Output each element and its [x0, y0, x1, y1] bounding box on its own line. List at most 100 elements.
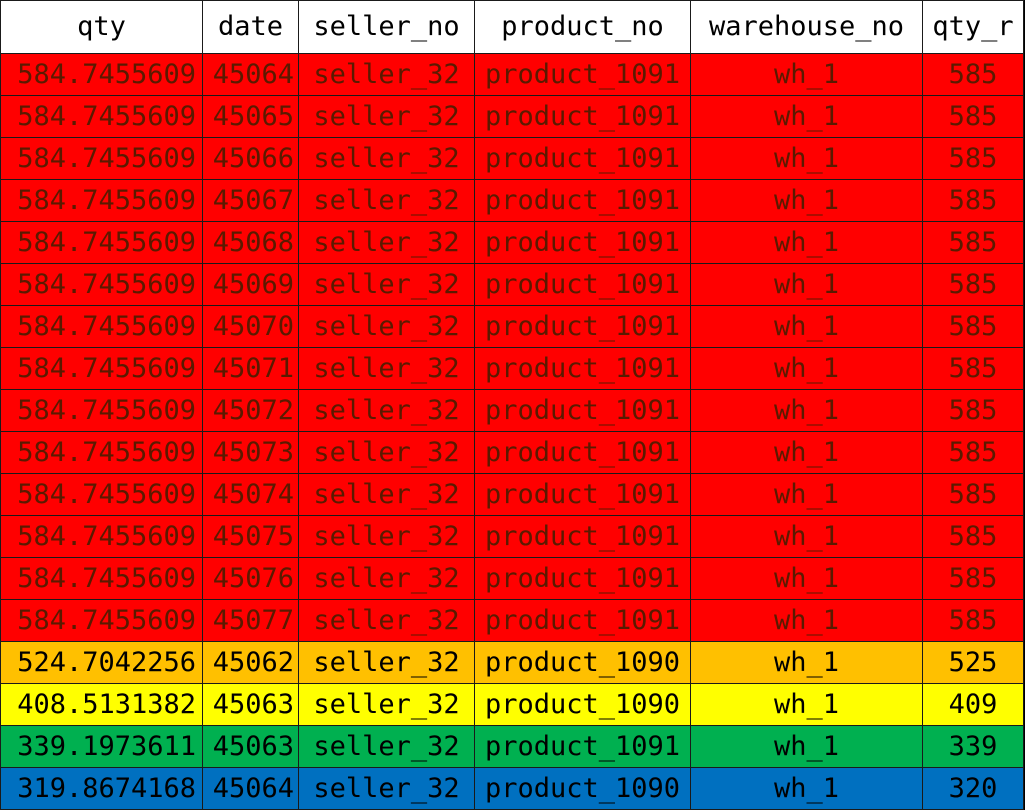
cell-seller-no[interactable]: seller_32	[298, 221, 475, 264]
cell-date[interactable]: 45077	[202, 599, 299, 642]
cell-seller-no[interactable]: seller_32	[298, 599, 475, 642]
cell-qty[interactable]: 584.7455609	[0, 599, 203, 642]
cell-qty[interactable]: 584.7455609	[0, 347, 203, 390]
cell-warehouse-no[interactable]: wh_1	[690, 221, 923, 264]
cell-warehouse-no[interactable]: wh_1	[690, 53, 923, 96]
cell-product-no[interactable]: product_1091	[474, 557, 691, 600]
cell-product-no[interactable]: product_1091	[474, 95, 691, 138]
cell-qty[interactable]: 339.1973611	[0, 725, 203, 768]
cell-qty[interactable]: 524.7042256	[0, 641, 203, 684]
cell-date[interactable]: 45065	[202, 95, 299, 138]
cell-warehouse-no[interactable]: wh_1	[690, 767, 923, 810]
cell-qty[interactable]: 584.7455609	[0, 557, 203, 600]
cell-qty-r[interactable]: 585	[922, 557, 1024, 600]
cell-date[interactable]: 45070	[202, 305, 299, 348]
cell-qty[interactable]: 584.7455609	[0, 305, 203, 348]
cell-date[interactable]: 45063	[202, 725, 299, 768]
cell-date[interactable]: 45064	[202, 767, 299, 810]
cell-qty-r[interactable]: 585	[922, 515, 1024, 558]
cell-qty-r[interactable]: 585	[922, 599, 1024, 642]
cell-seller-no[interactable]: seller_32	[298, 515, 475, 558]
cell-product-no[interactable]: product_1091	[474, 305, 691, 348]
cell-warehouse-no[interactable]: wh_1	[690, 179, 923, 222]
header-warehouse-no[interactable]: warehouse_no	[690, 0, 923, 54]
cell-warehouse-no[interactable]: wh_1	[690, 347, 923, 390]
cell-product-no[interactable]: product_1091	[474, 347, 691, 390]
cell-seller-no[interactable]: seller_32	[298, 389, 475, 432]
cell-qty[interactable]: 584.7455609	[0, 515, 203, 558]
cell-qty[interactable]: 584.7455609	[0, 431, 203, 474]
cell-product-no[interactable]: product_1091	[474, 137, 691, 180]
cell-qty-r[interactable]: 585	[922, 95, 1024, 138]
cell-warehouse-no[interactable]: wh_1	[690, 431, 923, 474]
cell-warehouse-no[interactable]: wh_1	[690, 263, 923, 306]
cell-seller-no[interactable]: seller_32	[298, 53, 475, 96]
cell-qty[interactable]: 584.7455609	[0, 389, 203, 432]
cell-seller-no[interactable]: seller_32	[298, 557, 475, 600]
cell-product-no[interactable]: product_1091	[474, 515, 691, 558]
cell-qty-r[interactable]: 585	[922, 347, 1024, 390]
cell-warehouse-no[interactable]: wh_1	[690, 305, 923, 348]
cell-qty-r[interactable]: 339	[922, 725, 1024, 768]
cell-qty-r[interactable]: 585	[922, 179, 1024, 222]
cell-qty-r[interactable]: 585	[922, 431, 1024, 474]
cell-warehouse-no[interactable]: wh_1	[690, 725, 923, 768]
cell-warehouse-no[interactable]: wh_1	[690, 641, 923, 684]
cell-qty-r[interactable]: 585	[922, 221, 1024, 264]
cell-qty[interactable]: 584.7455609	[0, 137, 203, 180]
cell-seller-no[interactable]: seller_32	[298, 347, 475, 390]
cell-product-no[interactable]: product_1090	[474, 641, 691, 684]
cell-warehouse-no[interactable]: wh_1	[690, 137, 923, 180]
cell-date[interactable]: 45075	[202, 515, 299, 558]
cell-qty-r[interactable]: 585	[922, 53, 1024, 96]
header-qty[interactable]: qty	[0, 0, 203, 54]
cell-qty[interactable]: 584.7455609	[0, 473, 203, 516]
cell-product-no[interactable]: product_1091	[474, 431, 691, 474]
cell-qty-r[interactable]: 585	[922, 137, 1024, 180]
cell-date[interactable]: 45062	[202, 641, 299, 684]
cell-qty-r[interactable]: 585	[922, 263, 1024, 306]
cell-date[interactable]: 45068	[202, 221, 299, 264]
cell-seller-no[interactable]: seller_32	[298, 767, 475, 810]
header-seller-no[interactable]: seller_no	[298, 0, 475, 54]
cell-product-no[interactable]: product_1091	[474, 179, 691, 222]
cell-qty[interactable]: 408.5131382	[0, 683, 203, 726]
cell-warehouse-no[interactable]: wh_1	[690, 473, 923, 516]
cell-warehouse-no[interactable]: wh_1	[690, 389, 923, 432]
cell-qty-r[interactable]: 409	[922, 683, 1024, 726]
cell-qty[interactable]: 584.7455609	[0, 179, 203, 222]
cell-qty[interactable]: 319.8674168	[0, 767, 203, 810]
cell-date[interactable]: 45066	[202, 137, 299, 180]
cell-seller-no[interactable]: seller_32	[298, 305, 475, 348]
cell-qty-r[interactable]: 585	[922, 389, 1024, 432]
cell-date[interactable]: 45074	[202, 473, 299, 516]
cell-warehouse-no[interactable]: wh_1	[690, 557, 923, 600]
cell-qty-r[interactable]: 585	[922, 305, 1024, 348]
header-product-no[interactable]: product_no	[474, 0, 691, 54]
cell-product-no[interactable]: product_1090	[474, 683, 691, 726]
cell-product-no[interactable]: product_1091	[474, 725, 691, 768]
cell-seller-no[interactable]: seller_32	[298, 473, 475, 516]
cell-seller-no[interactable]: seller_32	[298, 137, 475, 180]
header-date[interactable]: date	[202, 0, 299, 54]
cell-date[interactable]: 45076	[202, 557, 299, 600]
cell-product-no[interactable]: product_1090	[474, 767, 691, 810]
cell-warehouse-no[interactable]: wh_1	[690, 599, 923, 642]
cell-date[interactable]: 45071	[202, 347, 299, 390]
cell-seller-no[interactable]: seller_32	[298, 95, 475, 138]
cell-qty-r[interactable]: 525	[922, 641, 1024, 684]
cell-date[interactable]: 45072	[202, 389, 299, 432]
cell-qty-r[interactable]: 585	[922, 473, 1024, 516]
cell-product-no[interactable]: product_1091	[474, 473, 691, 516]
cell-warehouse-no[interactable]: wh_1	[690, 95, 923, 138]
cell-seller-no[interactable]: seller_32	[298, 683, 475, 726]
cell-warehouse-no[interactable]: wh_1	[690, 683, 923, 726]
cell-seller-no[interactable]: seller_32	[298, 641, 475, 684]
cell-product-no[interactable]: product_1091	[474, 389, 691, 432]
cell-product-no[interactable]: product_1091	[474, 263, 691, 306]
cell-date[interactable]: 45069	[202, 263, 299, 306]
cell-date[interactable]: 45064	[202, 53, 299, 96]
cell-qty[interactable]: 584.7455609	[0, 53, 203, 96]
cell-seller-no[interactable]: seller_32	[298, 263, 475, 306]
cell-seller-no[interactable]: seller_32	[298, 179, 475, 222]
